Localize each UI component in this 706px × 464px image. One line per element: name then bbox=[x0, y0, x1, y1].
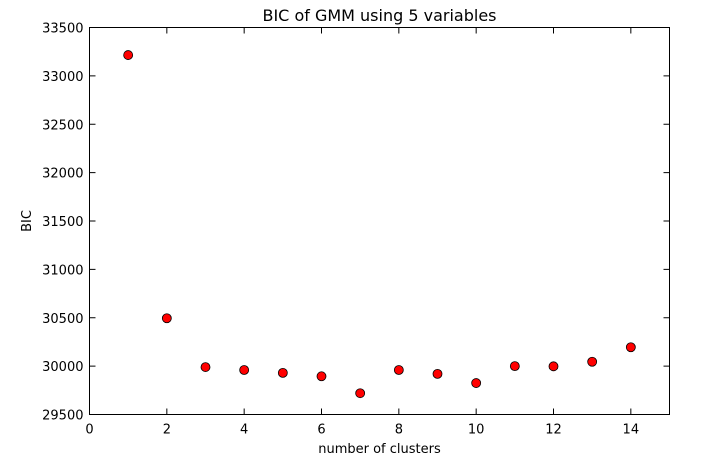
x-axis-ticks: 0 2 4 6 8 10 12 14 bbox=[85, 27, 640, 438]
y-tick-label: 29500 bbox=[42, 409, 83, 424]
x-tick-label: 2 bbox=[163, 423, 171, 438]
x-tick-label: 14 bbox=[623, 423, 640, 438]
x-tick-label: 6 bbox=[317, 423, 325, 438]
y-tick-label: 32000 bbox=[42, 167, 83, 182]
data-point bbox=[509, 361, 520, 372]
y-tick-label: 32500 bbox=[42, 118, 83, 133]
x-axis-label: number of clusters bbox=[318, 442, 441, 457]
y-tick-label: 30000 bbox=[42, 360, 83, 375]
data-point bbox=[316, 371, 327, 382]
data-point bbox=[277, 367, 288, 378]
data-point bbox=[123, 50, 134, 60]
data-point bbox=[393, 365, 404, 375]
y-tick-label: 30500 bbox=[42, 312, 83, 327]
data-points bbox=[123, 50, 636, 399]
x-tick-label: 10 bbox=[468, 423, 485, 438]
data-point bbox=[625, 342, 636, 353]
chart-title: BIC of GMM using 5 variables bbox=[262, 6, 496, 25]
y-tick-label: 33500 bbox=[42, 22, 83, 37]
y-tick-label: 33000 bbox=[42, 70, 83, 85]
x-tick-label: 8 bbox=[395, 423, 403, 438]
data-point bbox=[471, 378, 482, 388]
data-point bbox=[587, 356, 598, 367]
x-tick-label: 0 bbox=[85, 423, 93, 438]
x-tick-label: 12 bbox=[545, 423, 562, 438]
data-point bbox=[548, 361, 559, 372]
data-point bbox=[200, 362, 211, 372]
y-axis-ticks: 29500 30000 30500 31000 31500 32000 32500 33000… bbox=[42, 22, 670, 424]
data-point bbox=[161, 313, 172, 324]
y-tick-label: 31500 bbox=[42, 215, 83, 230]
y-tick-label: 31000 bbox=[42, 263, 83, 278]
data-point bbox=[239, 365, 250, 375]
plot-area: 0 2 4 6 8 10 12 14 29500 30000 30500 31000 31500 320… bbox=[42, 22, 670, 438]
plot-frame bbox=[89, 27, 670, 415]
data-point bbox=[432, 368, 443, 379]
data-point bbox=[355, 388, 366, 399]
x-tick-label: 4 bbox=[240, 423, 248, 438]
y-axis-label: BIC bbox=[20, 210, 35, 232]
